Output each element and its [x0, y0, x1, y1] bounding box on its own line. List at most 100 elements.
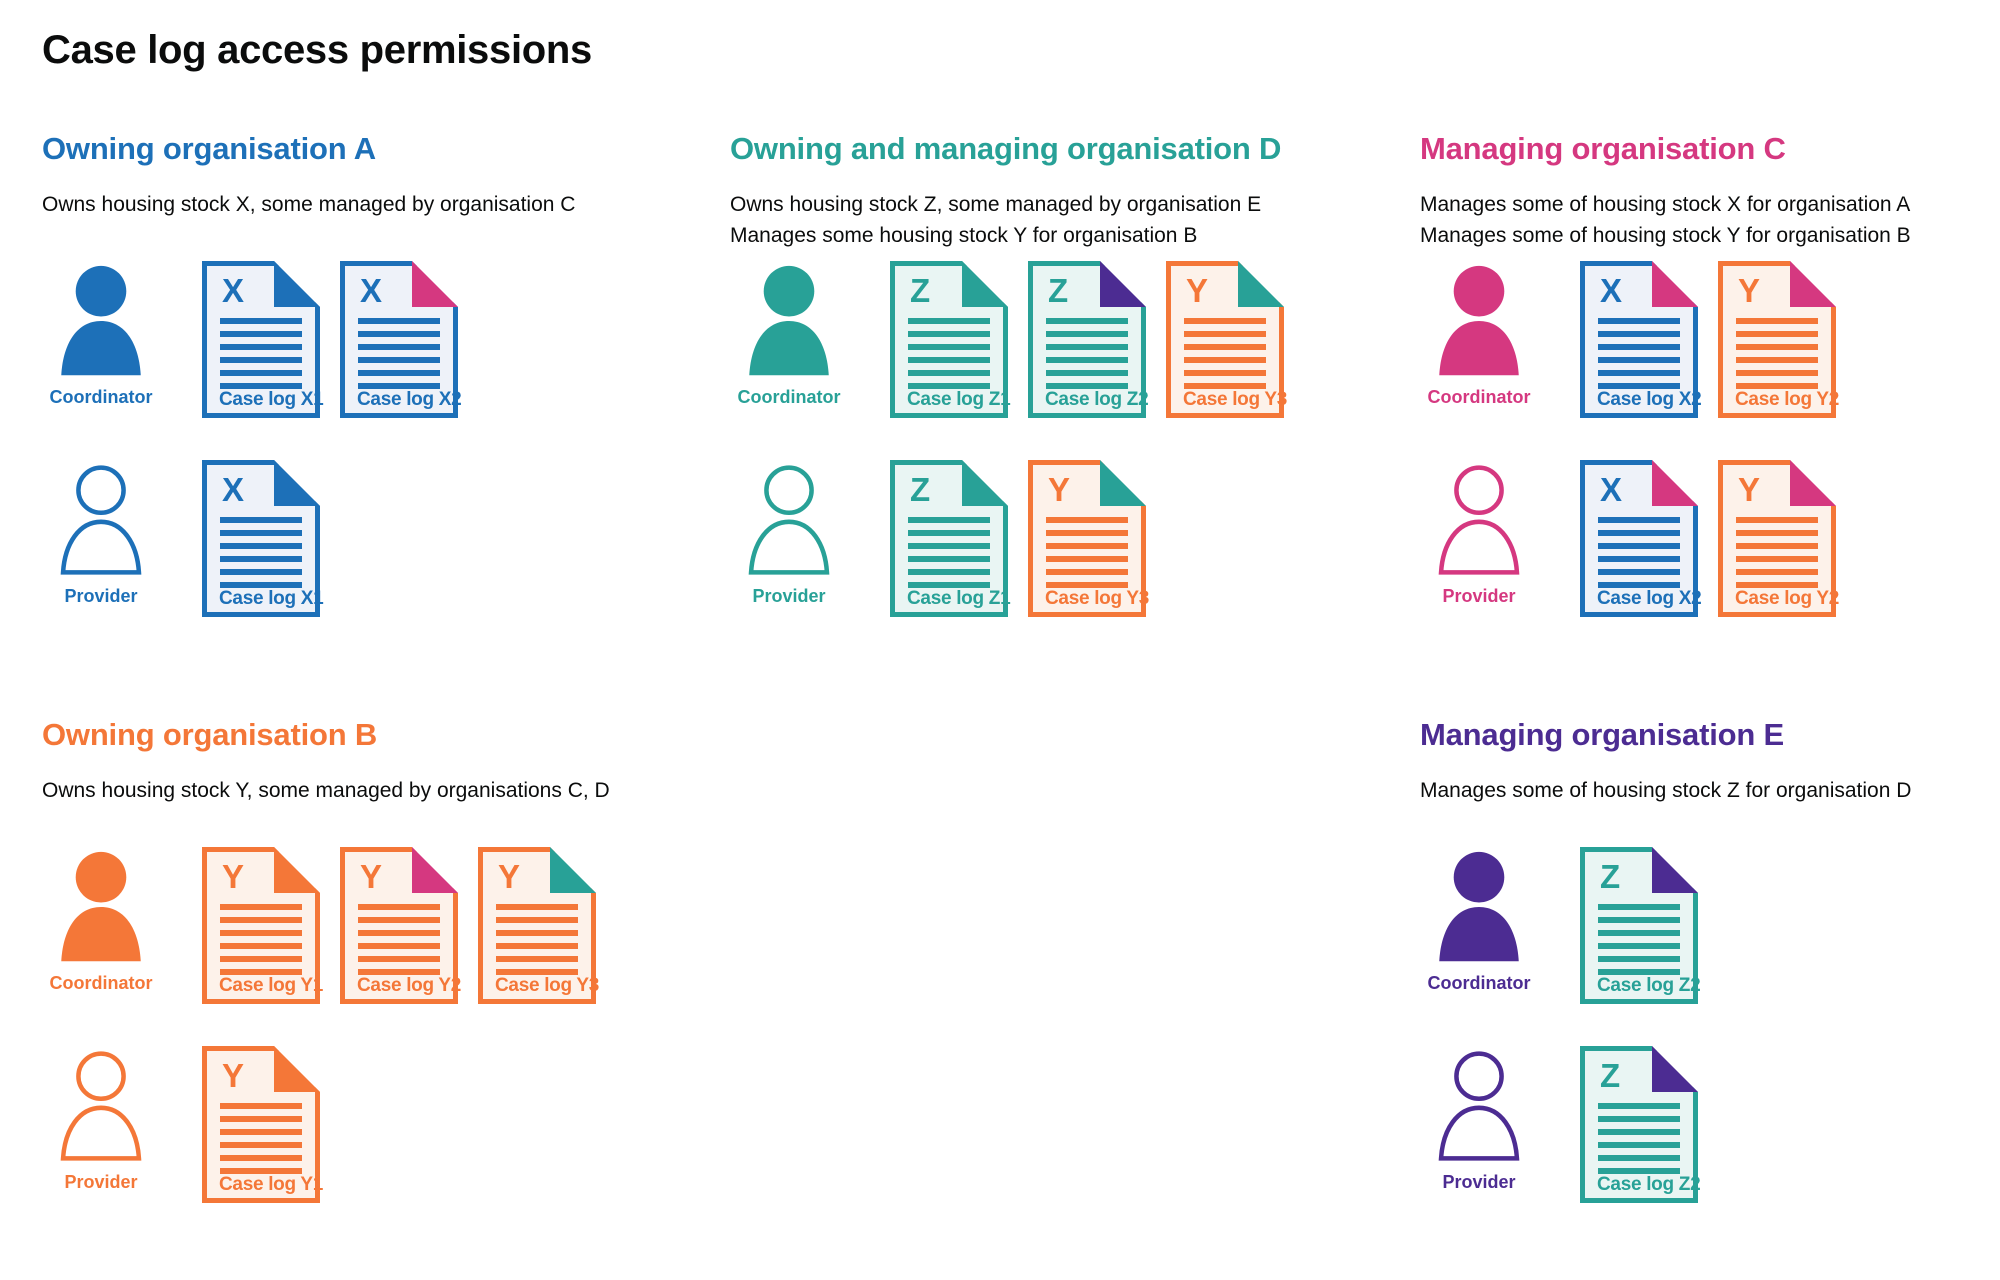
document-text-line	[1736, 556, 1818, 562]
document-text-line	[1598, 969, 1680, 975]
person-provider: Provider	[1420, 1046, 1538, 1193]
document-text-line	[220, 357, 302, 363]
document-text-line	[1598, 530, 1680, 536]
document-stock-letter: Y	[222, 858, 245, 895]
org-description: Owns housing stock X, some managed by or…	[42, 189, 730, 253]
case-log-documents: Z Case log Z2	[1580, 847, 1701, 1004]
provider-person-icon	[1438, 1051, 1520, 1161]
document-text-line	[1598, 318, 1680, 324]
person-provider: Provider	[42, 460, 160, 607]
document-text-lines	[220, 1103, 302, 1174]
person-body	[1439, 907, 1519, 962]
provider-person-icon	[748, 465, 830, 575]
role-row-provider: Provider Y Case log Y1	[42, 1046, 730, 1203]
document-text-line	[1598, 556, 1680, 562]
role-row-provider: Provider Z Case log Z2	[1420, 1046, 2000, 1203]
document-text-line	[1184, 357, 1266, 363]
case-log-document: Y Case log Y1	[202, 1046, 324, 1203]
document-label: Case log Y2	[1735, 389, 1840, 410]
document-text-line	[1736, 517, 1818, 523]
case-log-documents: Z Case log Z1 Z Case log Z2 Y Case log Y3	[890, 261, 1288, 418]
org-section-org-e: Managing organisation E Manages some of h…	[1420, 717, 2000, 1245]
document-label: Case log X1	[219, 588, 324, 609]
person-provider: Provider	[730, 460, 848, 607]
provider-person-icon	[60, 465, 142, 575]
case-log-documents: Z Case log Z2	[1580, 1046, 1701, 1203]
person-head	[75, 265, 127, 317]
document-stock-letter: X	[360, 272, 383, 309]
document-stock-letter: Y	[222, 1057, 245, 1094]
document-label: Case log Y3	[1183, 389, 1288, 410]
folded-corner-icon	[412, 261, 458, 307]
person-body	[61, 907, 141, 962]
document-text-lines	[1598, 517, 1680, 588]
person-body	[749, 321, 829, 376]
document-stock-letter: X	[1600, 272, 1623, 309]
document-label: Case log Y1	[219, 1174, 324, 1195]
case-log-document: X Case log X2	[1580, 460, 1702, 617]
document-text-line	[1046, 582, 1128, 588]
role-label: Coordinator	[49, 973, 153, 993]
person-body	[1439, 321, 1519, 376]
document-text-line	[358, 904, 440, 910]
person-head	[75, 851, 127, 903]
document-text-line	[1046, 383, 1128, 389]
org-heading: Managing organisation C	[1420, 131, 1786, 166]
document-text-lines	[220, 318, 302, 389]
provider-person-icon	[60, 1051, 142, 1161]
document-text-line	[908, 543, 990, 549]
role-label: Provider	[64, 1172, 138, 1192]
document-text-line	[358, 969, 440, 975]
document-text-line	[908, 344, 990, 350]
org-description: Manages some of housing stock X for orga…	[1420, 189, 2000, 253]
case-log-document: Z Case log Z2	[1580, 847, 1701, 1004]
document-text-lines	[1184, 318, 1266, 389]
role-label: Coordinator	[49, 387, 153, 407]
person-coordinator: Coordinator	[1420, 847, 1538, 994]
case-log-document: Z Case log Z1	[890, 460, 1011, 617]
document-text-line	[220, 344, 302, 350]
org-heading: Managing organisation E	[1420, 717, 1784, 752]
role-label: Provider	[752, 586, 826, 606]
case-log-documents: Y Case log Y1 Y Case log Y2 Y Case log Y3	[202, 847, 599, 1004]
document-text-line	[220, 904, 302, 910]
org-description-line: Owns housing stock Y, some managed by or…	[42, 779, 610, 802]
folded-corner-icon	[274, 261, 320, 307]
document-text-line	[1598, 517, 1680, 523]
person-coordinator: Coordinator	[1420, 261, 1538, 408]
document-text-line	[1598, 357, 1680, 363]
document-text-line	[220, 1129, 302, 1135]
person-body	[60, 1105, 142, 1161]
person-head	[1453, 265, 1505, 317]
document-stock-letter: Y	[360, 858, 383, 895]
role-row-coordinator: Coordinator X Case log X2 Y Case log Y2	[1420, 261, 2000, 418]
document-text-line	[908, 582, 990, 588]
document-text-line	[1046, 530, 1128, 536]
person-coordinator: Coordinator	[42, 847, 160, 994]
document-text-line	[908, 370, 990, 376]
org-description-line: Manages some of housing stock Y for orga…	[1420, 224, 1911, 247]
document-text-line	[908, 556, 990, 562]
document-label: Case log Z1	[907, 588, 1011, 609]
folded-corner-icon	[1100, 261, 1146, 307]
document-text-line	[1736, 383, 1818, 389]
role-label: Coordinator	[737, 387, 841, 407]
document-stock-letter: X	[1600, 471, 1623, 508]
document-text-line	[908, 383, 990, 389]
document-text-line	[908, 357, 990, 363]
document-text-line	[1598, 1168, 1680, 1174]
document-text-line	[1736, 530, 1818, 536]
folded-corner-icon	[1100, 460, 1146, 506]
document-text-line	[1046, 331, 1128, 337]
document-text-line	[1046, 569, 1128, 575]
document-text-line	[220, 582, 302, 588]
document-text-line	[220, 1168, 302, 1174]
case-log-document: Z Case log Z2	[1580, 1046, 1701, 1203]
document-text-line	[220, 331, 302, 337]
case-log-documents: X Case log X1	[202, 460, 324, 617]
case-log-document: Y Case log Y3	[478, 847, 599, 1004]
document-text-line	[220, 530, 302, 536]
org-description-line: Manages some of housing stock Z for orga…	[1420, 779, 1912, 802]
person-provider: Provider	[42, 1046, 160, 1193]
document-text-line	[220, 569, 302, 575]
